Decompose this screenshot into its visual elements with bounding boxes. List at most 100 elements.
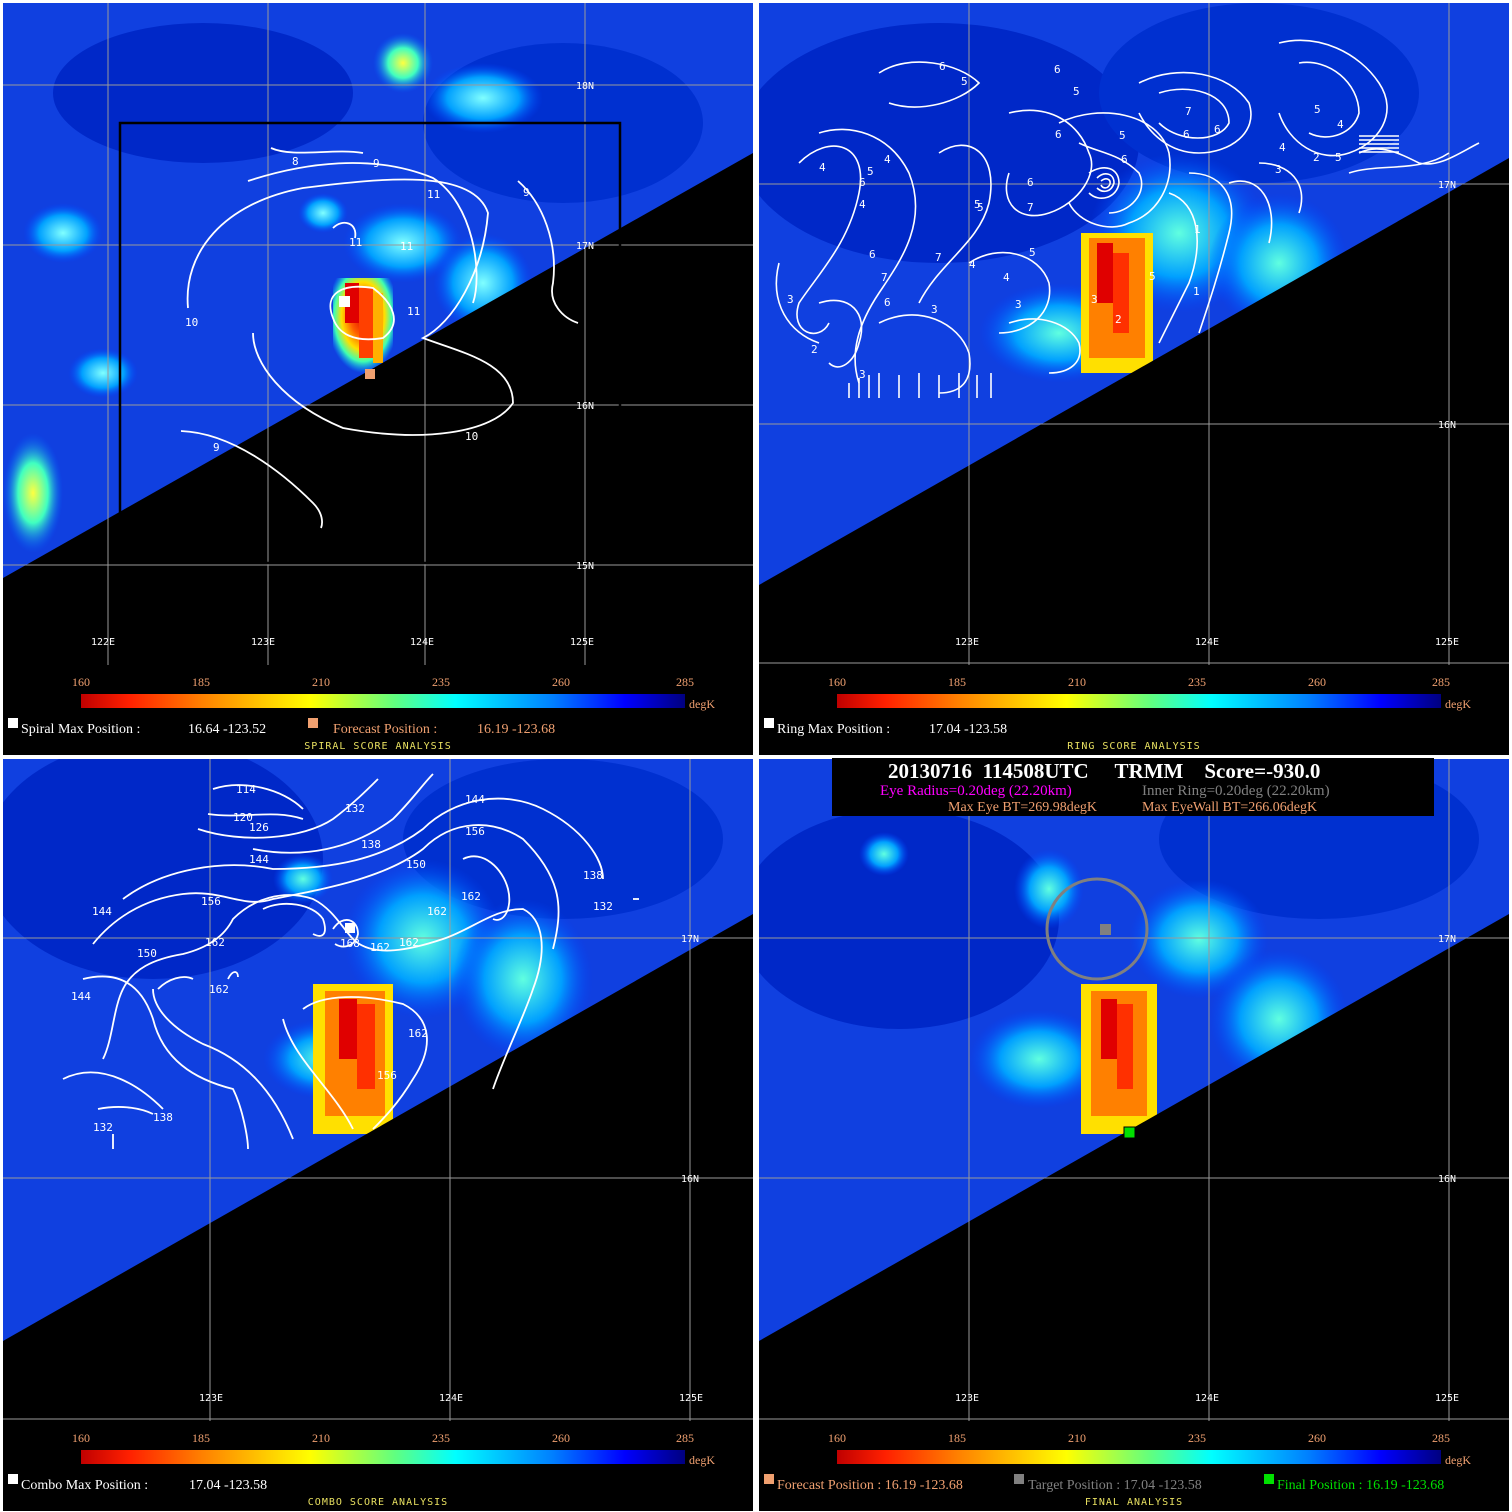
- combo-contour-label: 162: [399, 936, 419, 949]
- ring-contour-label: 6: [1054, 63, 1061, 76]
- colorbar-unit: degK: [1445, 1453, 1471, 1467]
- combo-contour-label: 162: [209, 983, 229, 996]
- ring-contour-label: 5: [1335, 151, 1342, 164]
- spiral-contour-label: 11: [349, 236, 362, 249]
- lat-label: 18N: [576, 81, 594, 92]
- lat-label: 17N: [1438, 934, 1456, 945]
- panel-title: COMBO SCORE ANALYSIS: [307, 1497, 449, 1508]
- combo-contour-label: 144: [71, 990, 91, 1003]
- ring-contour-label: 5: [977, 201, 984, 214]
- combo-contour-label: 162: [461, 890, 481, 903]
- combo-contour-label: 162: [370, 941, 390, 954]
- ring-contour-label: 2: [1313, 151, 1320, 164]
- spiral-contour-label: 9: [523, 186, 530, 199]
- ring-footer: 160 185 210 235 260 285 degK Ring Max Posit…: [759, 665, 1509, 755]
- combo-contour-label: 168: [340, 937, 360, 950]
- ring-contour-label: 2: [811, 343, 818, 356]
- ring-contour-label: 4: [819, 161, 826, 174]
- target-legend-icon: [1014, 1474, 1024, 1484]
- spiral-contour-label: 11: [427, 188, 440, 201]
- combo-contour-label: 138: [153, 1111, 173, 1124]
- combo-contour-label: 156: [377, 1069, 397, 1082]
- panel-title: RING SCORE ANALYSIS: [1067, 741, 1201, 752]
- lon-label: 125E: [1435, 637, 1459, 648]
- combo-contour-label: 162: [408, 1027, 428, 1040]
- panel-title: SPIRAL SCORE ANALYSIS: [304, 741, 452, 752]
- combo-max-legend-icon: [8, 1474, 18, 1484]
- final-footer: 160 185 210 235 260 285 degK Forecast Posit…: [759, 1421, 1509, 1511]
- combo-max-marker: [345, 923, 355, 933]
- lat-label: 16N: [576, 401, 594, 412]
- ring-contour-label: 3: [787, 293, 794, 306]
- ring-contour-label: 3: [931, 303, 938, 316]
- combo-contour-label: 114: [236, 783, 256, 796]
- lat-label: 16N: [1438, 1174, 1456, 1185]
- combo-contour-label: 138: [361, 838, 381, 851]
- ring-contour-label: 3: [1091, 293, 1098, 306]
- lon-label: 124E: [439, 1393, 463, 1404]
- final-panel: 17N 16N 123E 124E 125E 160 185 210 235 260…: [759, 759, 1509, 1511]
- combo-contour-label: 144: [92, 905, 112, 918]
- spiral-footer: 160 185 210 235 260 285 degK Spiral Max Pos…: [3, 665, 753, 755]
- ring-contour-label: 4: [1279, 141, 1286, 154]
- spiral-max-legend-icon: [8, 718, 18, 728]
- spiral-map-image: 8 9 9 11 11 11 11 10 10 9 18N 17N 16N 15…: [3, 3, 753, 665]
- ring-contour-label: 3: [859, 368, 866, 381]
- combo-contour-label: 132: [93, 1121, 113, 1134]
- ring-map-image: 3 2 4 3 4 5 6 5 6 6 5 6 7 7 6 6 5 6 5 4: [759, 3, 1509, 665]
- ring-contour-label: 1: [1193, 285, 1200, 298]
- ring-contour-label: 4: [1337, 118, 1344, 131]
- ring-contour-label: 6: [1121, 153, 1128, 166]
- combo-map-image: 114 120 126 132 144 138 156 150 162 138 …: [3, 759, 753, 1421]
- forecast-legend-icon: [308, 718, 318, 728]
- forecast-value: 16.19 -123.68: [477, 722, 556, 737]
- combo-max-value: 17.04 -123.58: [189, 1478, 268, 1493]
- lat-label: 16N: [681, 1174, 699, 1185]
- ring-max-legend-icon: [764, 718, 774, 728]
- colorbar-ticks: 160 185 210 235 260 285: [72, 1431, 694, 1445]
- target-marker: [1100, 924, 1111, 935]
- ring-contour-label: 4: [1003, 271, 1010, 284]
- combo-contour-label: 156: [465, 825, 485, 838]
- forecast-label: Forecast Position :: [333, 722, 438, 737]
- ring-contour-label: 5: [1149, 270, 1156, 283]
- colorbar-ticks: 160 185 210 235 260 285: [828, 1431, 1450, 1445]
- combo-contour-label: 150: [137, 947, 157, 960]
- lat-label: 17N: [576, 241, 594, 252]
- lon-label: 123E: [251, 637, 275, 648]
- ring-contour-label: 6: [1214, 123, 1221, 136]
- ring-contour-label: 4: [884, 153, 891, 166]
- ring-panel: 3 2 4 3 4 5 6 5 6 6 5 6 7 7 6 6 5 6 5 4: [759, 3, 1509, 755]
- ring-contour-label: 4: [859, 198, 866, 211]
- colorbar: [81, 1450, 685, 1464]
- combo-contour-label: 162: [205, 936, 225, 949]
- lon-label: 124E: [1195, 1393, 1219, 1404]
- ring-contour-label: 6: [1055, 128, 1062, 141]
- ring-contour-label: 5: [1029, 246, 1036, 259]
- forecast-position: Forecast Position : 16.19 -123.68: [777, 1478, 963, 1493]
- spiral-contour-label: 10: [465, 430, 478, 443]
- lat-label: 17N: [681, 934, 699, 945]
- spiral-contour-label: 8: [292, 155, 299, 168]
- lon-label: 122E: [91, 637, 115, 648]
- spiral-max-marker: [339, 296, 350, 307]
- combo-contour-label: 126: [249, 821, 269, 834]
- colorbar-ticks: 160 185 210 235 260 285: [828, 675, 1450, 689]
- spiral-contour-label: 10: [185, 316, 198, 329]
- final-marker: [1123, 1126, 1136, 1139]
- final-header: 20130716 114508UTC TRMM Score=-930.0 Eye…: [832, 758, 1434, 816]
- final-map: 17N 16N 123E 124E 125E: [759, 759, 1509, 1421]
- combo-max-label: Combo Max Position :: [21, 1478, 149, 1493]
- header-title: 20130716 114508UTC TRMM Score=-930.0: [888, 759, 1321, 783]
- combo-footer: 160 185 210 235 260 285 degK Combo Max Posi…: [3, 1421, 753, 1511]
- ring-contour-label: 2: [1115, 313, 1122, 326]
- colorbar: [837, 1450, 1441, 1464]
- ring-contour-label: 6: [1027, 176, 1034, 189]
- combo-panel: 114 120 126 132 144 138 156 150 162 138 …: [3, 759, 753, 1511]
- forecast-legend-icon: [764, 1474, 774, 1484]
- lat-label: 16N: [1438, 420, 1456, 431]
- combo-map: 114 120 126 132 144 138 156 150 162 138 …: [3, 759, 753, 1421]
- ring-contour-label: 5: [1073, 85, 1080, 98]
- inner-ring: Inner Ring=0.20deg (22.20km): [1142, 783, 1330, 799]
- colorbar-unit: degK: [689, 1453, 715, 1467]
